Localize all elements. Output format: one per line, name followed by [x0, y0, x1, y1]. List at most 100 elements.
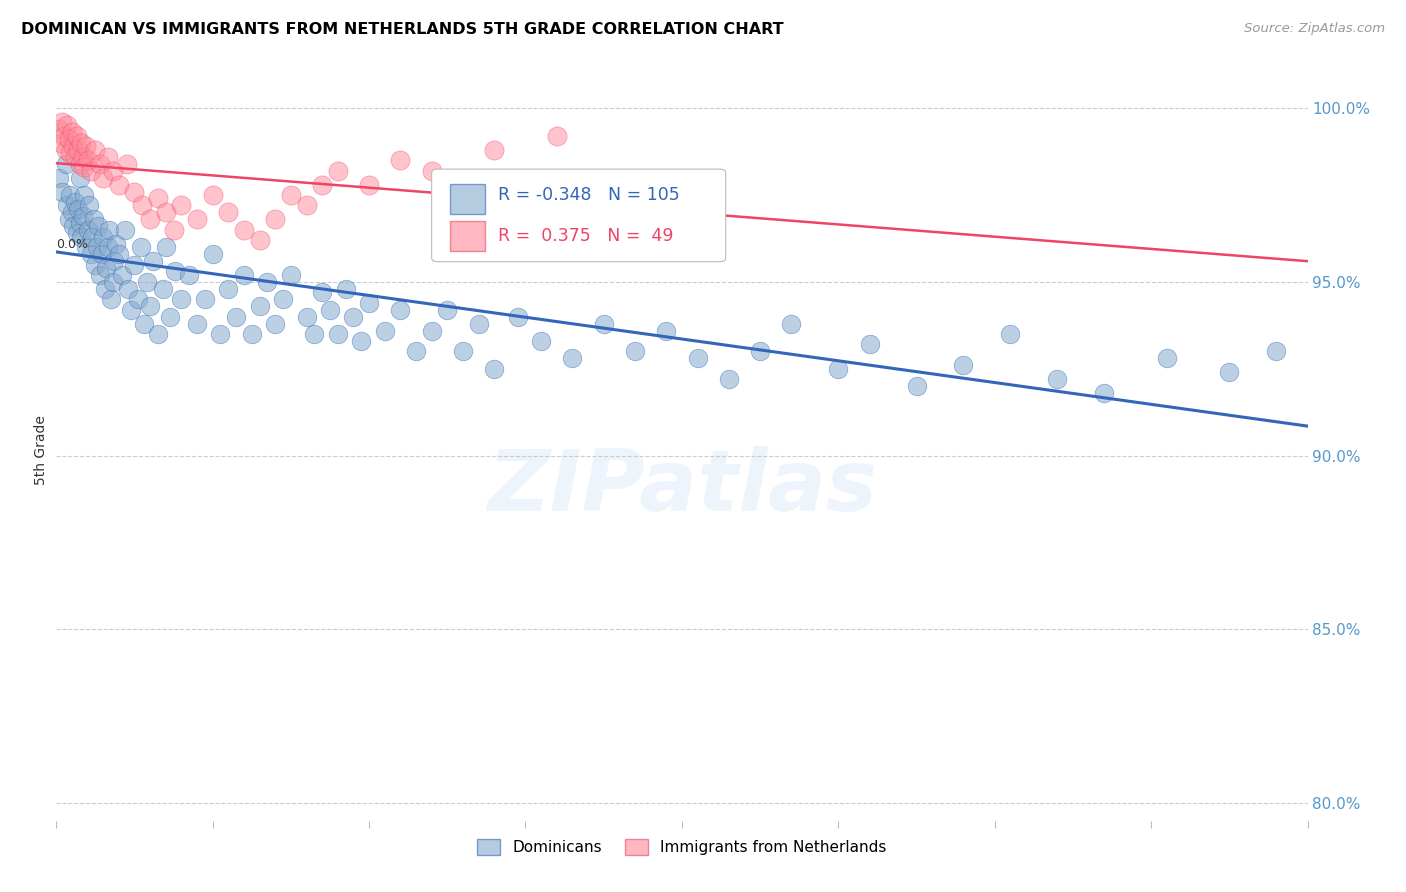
Text: 0.0%: 0.0%: [56, 238, 89, 251]
Point: [780, 317, 803, 331]
Point: [295, 310, 318, 324]
Point: [335, 282, 357, 296]
Point: [56, 119, 79, 133]
Point: [233, 268, 256, 282]
Point: [101, 275, 124, 289]
Point: [83, 212, 105, 227]
Point: [858, 337, 880, 351]
Point: [201, 247, 224, 261]
Point: [405, 344, 427, 359]
Point: [89, 157, 111, 171]
Point: [217, 205, 239, 219]
Point: [350, 334, 373, 348]
Point: [249, 233, 271, 247]
Point: [96, 260, 118, 275]
Point: [359, 295, 381, 310]
Point: [75, 240, 97, 254]
Point: [86, 240, 108, 254]
Point: [530, 334, 553, 348]
Point: [65, 226, 87, 240]
Point: [60, 125, 83, 139]
Point: [69, 170, 91, 185]
Point: [84, 258, 107, 272]
Point: [51, 115, 73, 129]
Point: [72, 150, 94, 164]
Point: [111, 268, 134, 282]
Point: [58, 212, 80, 227]
Point: [79, 247, 101, 261]
Point: [58, 132, 80, 146]
Point: [201, 188, 224, 202]
Point: [49, 136, 72, 150]
Point: [155, 240, 177, 254]
Point: [162, 223, 184, 237]
Point: [89, 268, 111, 282]
Text: ZIPatlas: ZIPatlas: [486, 446, 877, 529]
Point: [152, 282, 174, 296]
Point: [114, 223, 136, 237]
Point: [186, 212, 208, 227]
Point: [120, 302, 142, 317]
Point: [240, 326, 263, 341]
Point: [100, 292, 122, 306]
Point: [249, 299, 271, 313]
Point: [170, 198, 193, 212]
Text: Source: ZipAtlas.com: Source: ZipAtlas.com: [1244, 22, 1385, 36]
Point: [280, 188, 302, 202]
Point: [77, 198, 100, 212]
Point: [1046, 372, 1069, 386]
Point: [1092, 386, 1115, 401]
Point: [389, 153, 412, 168]
Point: [55, 143, 77, 157]
Text: R =  0.375   N =  49: R = 0.375 N = 49: [498, 227, 673, 244]
Point: [139, 299, 162, 313]
Point: [63, 150, 86, 164]
Point: [484, 361, 506, 376]
Point: [256, 275, 278, 289]
Point: [136, 275, 159, 289]
Point: [97, 240, 120, 254]
Point: [132, 317, 155, 331]
Point: [69, 216, 91, 230]
Point: [90, 247, 112, 261]
Point: [295, 198, 318, 212]
Point: [70, 136, 93, 150]
Point: [217, 282, 239, 296]
Point: [749, 344, 772, 359]
Point: [420, 324, 443, 338]
Point: [233, 223, 256, 237]
Point: [1156, 351, 1178, 366]
Point: [62, 139, 84, 153]
Point: [624, 344, 647, 359]
Point: [91, 170, 114, 185]
Point: [82, 229, 104, 244]
Point: [264, 212, 287, 227]
Point: [76, 223, 98, 237]
Point: [103, 254, 125, 268]
Point: [209, 326, 232, 341]
Point: [271, 292, 294, 306]
Point: [51, 185, 73, 199]
Point: [326, 326, 349, 341]
Point: [484, 143, 506, 157]
Point: [561, 351, 583, 366]
Point: [311, 285, 333, 300]
Point: [194, 292, 217, 306]
Point: [225, 310, 247, 324]
Point: [67, 143, 90, 157]
Point: [436, 302, 458, 317]
Point: [98, 223, 121, 237]
Point: [686, 351, 709, 366]
FancyBboxPatch shape: [450, 184, 485, 213]
Point: [55, 157, 77, 171]
Point: [93, 282, 115, 296]
Point: [186, 317, 208, 331]
Point: [59, 188, 82, 202]
Text: R = -0.348   N = 105: R = -0.348 N = 105: [498, 186, 679, 204]
Point: [179, 268, 201, 282]
Point: [374, 324, 396, 338]
Point: [79, 163, 101, 178]
FancyBboxPatch shape: [432, 169, 725, 261]
Point: [717, 372, 740, 386]
Point: [127, 292, 149, 306]
